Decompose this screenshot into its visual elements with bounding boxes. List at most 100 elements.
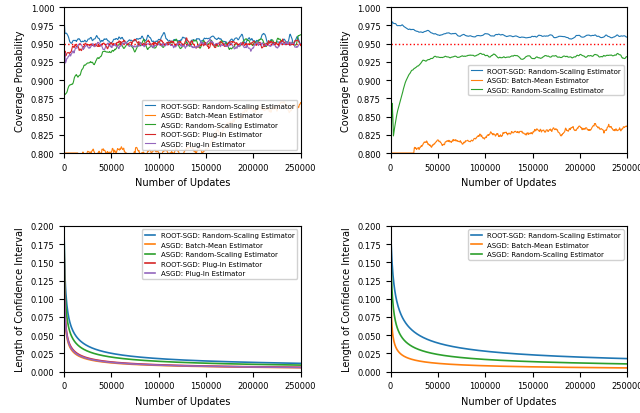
Legend: ROOT-SGD: Random-Scaling Estimator, ASGD: Batch-Mean Estimator, ASGD: Random-Sca: ROOT-SGD: Random-Scaling Estimator, ASGD… [468,66,624,96]
ASGD: Batch-Mean Estimator: (1.36e+05, 0.809): Batch-Mean Estimator: (1.36e+05, 0.809) [189,144,196,149]
ROOT-SGD: Random-Scaling Estimator: (2.44e+05, 0.018): Random-Scaling Estimator: (2.44e+05, 0.0… [618,356,625,361]
Line: ASGD: Random-Scaling Estimator: ASGD: Random-Scaling Estimator [390,226,627,364]
ASGD: Random-Scaling Estimator: (2.05e+05, 0.932): Random-Scaling Estimator: (2.05e+05, 0.9… [581,55,589,60]
ASGD: Plug-In Estimator: (1, 0.93): Plug-In Estimator: (1, 0.93) [60,57,68,62]
ROOT-SGD: Random-Scaling Estimator: (2.44e+05, 0.96): Random-Scaling Estimator: (2.44e+05, 0.9… [618,35,626,40]
ASGD: Plug-In Estimator: (1.19e+05, 0.948): Plug-In Estimator: (1.19e+05, 0.948) [173,44,180,49]
ASGD: Plug-In Estimator: (2.5e+05, 0.95): Plug-In Estimator: (2.5e+05, 0.95) [297,42,305,47]
ROOT-SGD: Plug-In Estimator: (2.5e+05, 0.947): Plug-In Estimator: (2.5e+05, 0.947) [297,44,305,49]
ROOT-SGD: Plug-In Estimator: (2.05e+05, 0.00655): Plug-In Estimator: (2.05e+05, 0.00655) [254,364,262,369]
ASGD: Batch-Mean Estimator: (1.2e+05, 0.00773): Batch-Mean Estimator: (1.2e+05, 0.00773) [174,363,182,368]
ROOT-SGD: Random-Scaling Estimator: (2e+03, 0.98): Random-Scaling Estimator: (2e+03, 0.98) [388,20,396,25]
ASGD: Plug-In Estimator: (2.44e+05, 0.00572): Plug-In Estimator: (2.44e+05, 0.00572) [291,365,299,370]
ASGD: Random-Scaling Estimator: (1.35e+05, 0.0144): Random-Scaling Estimator: (1.35e+05, 0.0… [515,359,522,364]
Line: ROOT-SGD: Random-Scaling Estimator: ROOT-SGD: Random-Scaling Estimator [64,226,301,363]
Line: ASGD: Plug-In Estimator: ASGD: Plug-In Estimator [64,40,301,64]
ASGD: Plug-In Estimator: (1.2e+05, 0.00815): Plug-In Estimator: (1.2e+05, 0.00815) [174,363,182,368]
ASGD: Batch-Mean Estimator: (2.44e+05, 0.833): Batch-Mean Estimator: (2.44e+05, 0.833) [618,127,626,132]
ASGD: Random-Scaling Estimator: (1.49e+05, 0.0137): Random-Scaling Estimator: (1.49e+05, 0.0… [527,359,535,364]
Line: ASGD: Plug-In Estimator: ASGD: Plug-In Estimator [64,227,301,368]
ASGD: Random-Scaling Estimator: (2.44e+05, 0.948): Random-Scaling Estimator: (2.44e+05, 0.9… [291,43,299,48]
ASGD: Random-Scaling Estimator: (1.21e+05, 0.931): Random-Scaling Estimator: (1.21e+05, 0.9… [501,56,509,61]
ROOT-SGD: Plug-In Estimator: (1.49e+05, 0.951): Plug-In Estimator: (1.49e+05, 0.951) [202,41,209,46]
ROOT-SGD: Random-Scaling Estimator: (2.5e+05, 0.959): Random-Scaling Estimator: (2.5e+05, 0.95… [623,36,631,40]
ASGD: Random-Scaling Estimator: (1, 0.2): Random-Scaling Estimator: (1, 0.2) [387,224,394,229]
ASGD: Batch-Mean Estimator: (1.35e+05, 0.00687): Batch-Mean Estimator: (1.35e+05, 0.00687… [515,364,522,369]
ROOT-SGD: Random-Scaling Estimator: (2.05e+05, 0.0197): Random-Scaling Estimator: (2.05e+05, 0.0… [580,355,588,360]
ROOT-SGD: Random-Scaling Estimator: (1.2e+05, 0.954): Random-Scaling Estimator: (1.2e+05, 0.95… [174,39,182,44]
ASGD: Random-Scaling Estimator: (1, 0.87): Random-Scaling Estimator: (1, 0.87) [60,100,68,105]
ASGD: Plug-In Estimator: (2.06e+05, 0.95): Plug-In Estimator: (2.06e+05, 0.95) [255,42,263,47]
ASGD: Random-Scaling Estimator: (2.5e+05, 0.932): Random-Scaling Estimator: (2.5e+05, 0.93… [623,55,631,60]
ASGD: Random-Scaling Estimator: (2.05e+05, 0.00987): Random-Scaling Estimator: (2.05e+05, 0.0… [254,362,262,367]
ASGD: Batch-Mean Estimator: (2.44e+05, 0.00512): Batch-Mean Estimator: (2.44e+05, 0.00512… [618,366,625,370]
ROOT-SGD: Random-Scaling Estimator: (1.49e+05, 0.023): Random-Scaling Estimator: (1.49e+05, 0.0… [527,352,535,357]
ASGD: Batch-Mean Estimator: (2.05e+05, 0.00559): Batch-Mean Estimator: (2.05e+05, 0.00559… [580,365,588,370]
ASGD: Random-Scaling Estimator: (1.49e+05, 0.952): Random-Scaling Estimator: (1.49e+05, 0.9… [201,41,209,46]
ASGD: Random-Scaling Estimator: (1.36e+05, 0.932): Random-Scaling Estimator: (1.36e+05, 0.9… [515,55,523,60]
ASGD: Batch-Mean Estimator: (2.16e+05, 0.841): Batch-Mean Estimator: (2.16e+05, 0.841) [591,122,599,127]
ASGD: Random-Scaling Estimator: (2.5e+05, 0.0106): Random-Scaling Estimator: (2.5e+05, 0.01… [623,361,631,366]
ASGD: Batch-Mean Estimator: (2.32e+05, 0.871): Batch-Mean Estimator: (2.32e+05, 0.871) [280,100,288,105]
ASGD: Batch-Mean Estimator: (2.05e+05, 0.00593): Batch-Mean Estimator: (2.05e+05, 0.00593… [254,365,262,370]
ROOT-SGD: Random-Scaling Estimator: (1.33e+05, 0.947): Random-Scaling Estimator: (1.33e+05, 0.9… [186,44,193,49]
ROOT-SGD: Random-Scaling Estimator: (2.05e+05, 0.96): Random-Scaling Estimator: (2.05e+05, 0.9… [581,35,589,40]
ROOT-SGD: Plug-In Estimator: (1.49e+05, 0.00768): Plug-In Estimator: (1.49e+05, 0.00768) [201,363,209,368]
ASGD: Batch-Mean Estimator: (2.5e+05, 0.837): Batch-Mean Estimator: (2.5e+05, 0.837) [623,124,631,129]
ASGD: Random-Scaling Estimator: (2.44e+05, 0.00904): Random-Scaling Estimator: (2.44e+05, 0.0… [291,363,299,368]
ASGD: Plug-In Estimator: (1.5e+03, 0.924): Plug-In Estimator: (1.5e+03, 0.924) [61,62,69,66]
ROOT-SGD: Random-Scaling Estimator: (1.21e+05, 0.961): Random-Scaling Estimator: (1.21e+05, 0.9… [501,34,509,39]
ROOT-SGD: Plug-In Estimator: (1.36e+05, 0.951): Plug-In Estimator: (1.36e+05, 0.951) [189,41,196,46]
ROOT-SGD: Plug-In Estimator: (1.2e+05, 0.951): Plug-In Estimator: (1.2e+05, 0.951) [174,41,182,46]
ASGD: Batch-Mean Estimator: (1.35e+05, 0.828): Batch-Mean Estimator: (1.35e+05, 0.828) [515,131,522,136]
ASGD: Random-Scaling Estimator: (2.5e+05, 0.00894): Random-Scaling Estimator: (2.5e+05, 0.00… [297,363,305,368]
ASGD: Random-Scaling Estimator: (2.44e+05, 0.0107): Random-Scaling Estimator: (2.44e+05, 0.0… [618,361,625,366]
ROOT-SGD: Plug-In Estimator: (1, 0.2): Plug-In Estimator: (1, 0.2) [60,224,68,229]
ASGD: Random-Scaling Estimator: (1, 0.8): Random-Scaling Estimator: (1, 0.8) [387,151,394,156]
X-axis label: Number of Updates: Number of Updates [134,396,230,406]
X-axis label: Number of Updates: Number of Updates [461,178,557,188]
ASGD: Batch-Mean Estimator: (1.25e+05, 0.794): Batch-Mean Estimator: (1.25e+05, 0.794) [179,155,186,160]
ASGD: Random-Scaling Estimator: (1.35e+05, 0.949): Random-Scaling Estimator: (1.35e+05, 0.9… [188,43,196,47]
ASGD: Random-Scaling Estimator: (1.19e+05, 0.013): Random-Scaling Estimator: (1.19e+05, 0.0… [173,360,180,365]
ROOT-SGD: Random-Scaling Estimator: (1.19e+05, 0.955): Random-Scaling Estimator: (1.19e+05, 0.9… [173,38,180,43]
ROOT-SGD: Random-Scaling Estimator: (1, 0.8): Random-Scaling Estimator: (1, 0.8) [387,151,394,156]
Line: ROOT-SGD: Random-Scaling Estimator: ROOT-SGD: Random-Scaling Estimator [64,8,301,47]
ROOT-SGD: Random-Scaling Estimator: (1.35e+05, 0.0153): Random-Scaling Estimator: (1.35e+05, 0.0… [188,358,196,363]
ASGD: Random-Scaling Estimator: (2.5e+05, 0.962): Random-Scaling Estimator: (2.5e+05, 0.96… [297,33,305,38]
ASGD: Batch-Mean Estimator: (1, 0.8): Batch-Mean Estimator: (1, 0.8) [60,151,68,156]
ASGD: Batch-Mean Estimator: (1, 0.8): Batch-Mean Estimator: (1, 0.8) [387,151,394,156]
ASGD: Random-Scaling Estimator: (1.2e+05, 0.0152): Random-Scaling Estimator: (1.2e+05, 0.01… [500,358,508,363]
ROOT-SGD: Plug-In Estimator: (2.44e+05, 0.006): Plug-In Estimator: (2.44e+05, 0.006) [291,365,299,370]
Legend: ROOT-SGD: Random-Scaling Estimator, ASGD: Batch-Mean Estimator, ASGD: Random-Sca: ROOT-SGD: Random-Scaling Estimator, ASGD… [142,230,297,279]
Line: ASGD: Batch-Mean Estimator: ASGD: Batch-Mean Estimator [64,227,301,368]
ASGD: Random-Scaling Estimator: (1.19e+05, 0.956): Random-Scaling Estimator: (1.19e+05, 0.9… [173,38,180,43]
ASGD: Random-Scaling Estimator: (2.05e+05, 0.0117): Random-Scaling Estimator: (2.05e+05, 0.0… [580,361,588,366]
ROOT-SGD: Random-Scaling Estimator: (1.2e+05, 0.0256): Random-Scaling Estimator: (1.2e+05, 0.02… [500,351,508,356]
Legend: ROOT-SGD: Random-Scaling Estimator, ASGD: Batch-Mean Estimator, ASGD: Random-Sca: ROOT-SGD: Random-Scaling Estimator, ASGD… [468,230,624,260]
ASGD: Batch-Mean Estimator: (2.44e+05, 0.00543): Batch-Mean Estimator: (2.44e+05, 0.00543… [291,365,299,370]
ROOT-SGD: Random-Scaling Estimator: (1.49e+05, 0.0146): Random-Scaling Estimator: (1.49e+05, 0.0… [201,358,209,363]
ROOT-SGD: Random-Scaling Estimator: (1.2e+05, 0.0163): Random-Scaling Estimator: (1.2e+05, 0.01… [174,357,182,362]
ASGD: Batch-Mean Estimator: (1.19e+05, 0.00778): Batch-Mean Estimator: (1.19e+05, 0.00778… [173,363,180,368]
ROOT-SGD: Plug-In Estimator: (1.35e+05, 0.00806): Plug-In Estimator: (1.35e+05, 0.00806) [188,363,196,368]
ROOT-SGD: Plug-In Estimator: (2.44e+05, 0.954): Plug-In Estimator: (2.44e+05, 0.954) [292,39,300,44]
Line: ROOT-SGD: Random-Scaling Estimator: ROOT-SGD: Random-Scaling Estimator [390,23,627,154]
ASGD: Plug-In Estimator: (1.36e+05, 0.946): Plug-In Estimator: (1.36e+05, 0.946) [189,45,196,50]
ROOT-SGD: Plug-In Estimator: (1.2e+05, 0.00855): Plug-In Estimator: (1.2e+05, 0.00855) [174,363,182,368]
ASGD: Random-Scaling Estimator: (1.19e+05, 0.932): Random-Scaling Estimator: (1.19e+05, 0.9… [500,55,508,60]
ASGD: Random-Scaling Estimator: (2.05e+05, 0.953): Random-Scaling Estimator: (2.05e+05, 0.9… [254,40,262,45]
ASGD: Batch-Mean Estimator: (1.49e+05, 0.00695): Batch-Mean Estimator: (1.49e+05, 0.00695… [201,364,209,369]
Line: ASGD: Batch-Mean Estimator: ASGD: Batch-Mean Estimator [390,227,627,368]
Y-axis label: Coverage Probability: Coverage Probability [15,30,25,132]
ASGD: Batch-Mean Estimator: (2.05e+05, 0.833): Batch-Mean Estimator: (2.05e+05, 0.833) [580,127,588,132]
ASGD: Batch-Mean Estimator: (2.05e+05, 0.863): Batch-Mean Estimator: (2.05e+05, 0.863) [255,106,262,111]
ASGD: Plug-In Estimator: (1, 0.2): Plug-In Estimator: (1, 0.2) [60,224,68,229]
ROOT-SGD: Random-Scaling Estimator: (1, 1): Random-Scaling Estimator: (1, 1) [60,6,68,11]
ROOT-SGD: Random-Scaling Estimator: (2.5e+05, 0.949): Random-Scaling Estimator: (2.5e+05, 0.94… [297,43,305,48]
ASGD: Batch-Mean Estimator: (1.19e+05, 0.828): Batch-Mean Estimator: (1.19e+05, 0.828) [499,131,507,136]
Line: ASGD: Batch-Mean Estimator: ASGD: Batch-Mean Estimator [64,102,301,158]
ROOT-SGD: Plug-In Estimator: (1, 0.9): Plug-In Estimator: (1, 0.9) [60,78,68,83]
Line: ROOT-SGD: Plug-In Estimator: ROOT-SGD: Plug-In Estimator [64,39,301,81]
ASGD: Batch-Mean Estimator: (1.35e+05, 0.00729): Batch-Mean Estimator: (1.35e+05, 0.00729… [188,364,196,369]
